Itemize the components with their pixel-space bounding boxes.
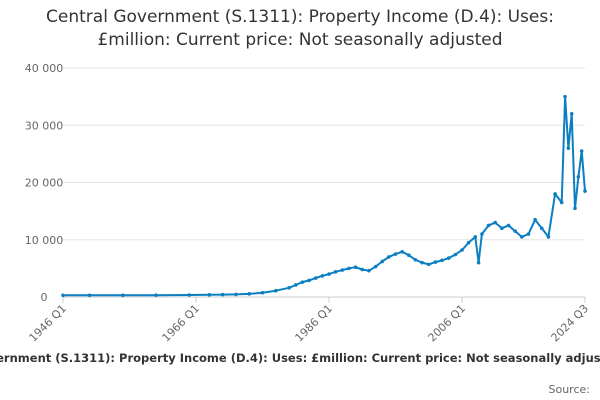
data-point: [493, 220, 498, 225]
plot-area: [61, 94, 587, 298]
data-point: [287, 286, 291, 290]
data-point: [413, 257, 418, 262]
data-point: [539, 226, 544, 231]
chart-title: Central Government (S.1311): Property In…: [0, 6, 600, 52]
data-point: [559, 200, 564, 205]
data-point: [506, 223, 511, 228]
data-point: [360, 267, 365, 272]
data-point: [533, 217, 537, 222]
y-tick-label: 10 000: [25, 234, 64, 247]
data-point: [121, 293, 125, 298]
y-tick-label: 40 000: [25, 62, 64, 75]
data-point: [207, 293, 212, 297]
data-point: [513, 229, 517, 233]
legend: Central Government (S.1311): Property In…: [0, 351, 600, 365]
data-point: [307, 278, 311, 283]
y-tick-label: 30 000: [25, 119, 64, 132]
data-point: [300, 280, 305, 284]
data-point: [420, 260, 424, 265]
data-point: [347, 266, 351, 271]
data-point: [466, 240, 471, 245]
data-point: [500, 226, 504, 231]
data-point: [247, 292, 251, 296]
y-tick-label: 20 000: [25, 177, 64, 190]
data-point: [576, 174, 581, 179]
data-point: [569, 112, 574, 116]
data-point: [273, 288, 278, 293]
data-point: [583, 189, 587, 193]
data-point: [260, 290, 265, 295]
y-axis: 0 10 000 20 000 30 000 40 000: [25, 62, 64, 304]
x-tick-label: 2006 Q1: [426, 302, 469, 345]
y-tick-label: 0: [41, 291, 48, 304]
data-point: [433, 260, 438, 264]
data-point: [426, 262, 431, 267]
data-point: [400, 249, 404, 254]
data-point: [220, 292, 225, 297]
source-label: Source:: [548, 383, 591, 396]
data-point: [87, 293, 92, 298]
data-point: [546, 235, 551, 239]
series-line: [63, 95, 586, 297]
data-point: [440, 258, 444, 263]
data-point: [520, 235, 524, 239]
data-point: [380, 259, 384, 264]
data-point: [313, 276, 318, 280]
data-point: [476, 260, 481, 265]
data-point: [473, 235, 478, 239]
data-point: [367, 268, 371, 273]
data-point: [393, 252, 398, 256]
data-point: [526, 232, 531, 236]
data-point: [353, 265, 358, 270]
data-point: [373, 264, 378, 269]
data-point: [446, 256, 451, 260]
data-point: [486, 223, 491, 228]
data-point: [563, 94, 567, 99]
data-point: [453, 252, 458, 257]
data-point: [566, 146, 571, 150]
data-point: [61, 293, 65, 298]
data-point: [573, 206, 577, 211]
data-point: [480, 232, 484, 236]
data-point: [553, 192, 557, 196]
data-point: [406, 253, 411, 258]
data-point: [320, 274, 325, 278]
chart-title-line-1: Central Government (S.1311): Property In…: [46, 7, 554, 27]
data-point: [234, 292, 238, 297]
data-point: [293, 283, 298, 287]
data-point: [333, 270, 338, 274]
data-point: [154, 293, 158, 297]
x-tick-label: 1966 Q1: [160, 302, 203, 345]
data-point: [460, 248, 464, 252]
data-point: [340, 268, 345, 272]
x-tick-label: 1986 Q1: [293, 302, 336, 345]
data-point: [579, 149, 584, 153]
legend-entry: Central Government (S.1311): Property In…: [0, 351, 600, 365]
data-point: [387, 255, 391, 259]
data-point: [187, 293, 192, 297]
x-tick-label: 2024 Q3: [549, 302, 592, 345]
data-point: [327, 272, 331, 276]
x-tick-label: 1946 Q1: [27, 302, 70, 345]
chart-title-line-2: £million: Current price: Not seasonally …: [97, 30, 503, 50]
x-axis: 1946 Q1 1966 Q1 1986 Q1 2006 Q1 2024 Q3: [27, 296, 592, 345]
gridlines: [63, 67, 585, 298]
